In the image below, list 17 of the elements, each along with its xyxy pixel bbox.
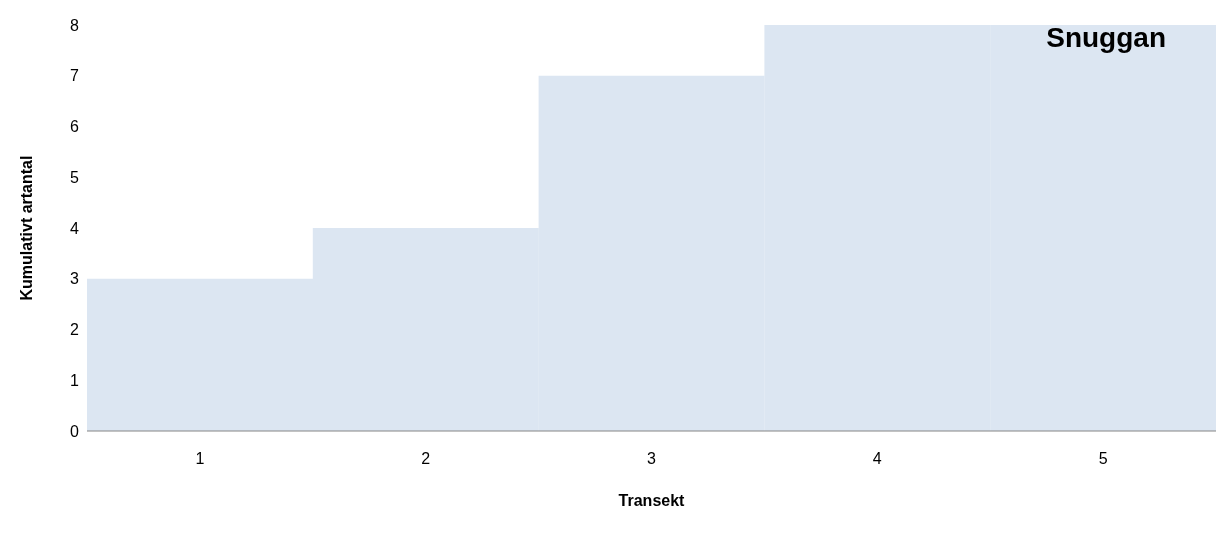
y-tick-label: 0 (70, 422, 80, 440)
x-tick-label: 2 (421, 450, 431, 468)
y-tick-label: 5 (70, 168, 80, 186)
y-tick-label: 3 (70, 270, 80, 288)
y-tick-label: 4 (70, 219, 80, 237)
x-axis-title: Transekt (618, 492, 686, 509)
y-tick-label: 8 (70, 16, 80, 34)
chart-title: Snuggan (1046, 22, 1166, 54)
x-tick-label: 3 (647, 450, 657, 468)
y-tick-label: 2 (70, 321, 80, 339)
y-tick-label: 1 (70, 371, 80, 389)
y-axis-title: Kumulativt artantal (17, 155, 35, 301)
x-tick-label: 5 (1098, 450, 1108, 468)
y-tick-label: 6 (70, 118, 80, 136)
x-tick-label: 4 (872, 450, 882, 468)
x-tick-label: 1 (195, 450, 205, 468)
y-tick-label: 7 (70, 67, 80, 85)
